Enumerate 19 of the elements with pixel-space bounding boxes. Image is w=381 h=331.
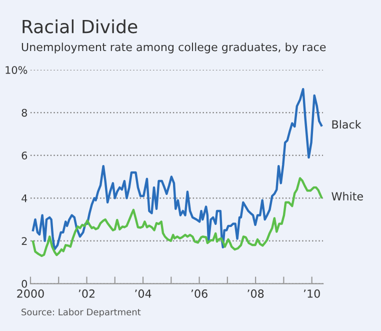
series-label: Black [332,120,362,129]
x-tick-label: ’06 [191,289,208,298]
x-tick-label: ’02 [78,289,94,298]
y-tick-label: 2 [22,237,27,245]
x-tick-label: ’10 [304,289,320,298]
y-tick-label: 8 [22,108,27,117]
x-tick-label: 2000 [17,289,44,298]
y-tick-label: 10% [6,66,28,74]
chart-title: Racial Divide [22,19,138,34]
line-series [32,177,323,257]
y-tick-label: 6 [22,152,28,160]
source-note: Source: Labor Department [22,308,141,318]
y-tick-label: 4 [22,194,28,202]
y-tick-label: 0 [22,280,28,288]
x-tick-label: ’04 [135,289,152,298]
chart-subtitle: Unemployment rate among college graduates, by race [22,42,326,54]
x-tick-label: ’08 [248,289,264,298]
series-label: White [332,192,363,201]
line-series [32,88,323,251]
